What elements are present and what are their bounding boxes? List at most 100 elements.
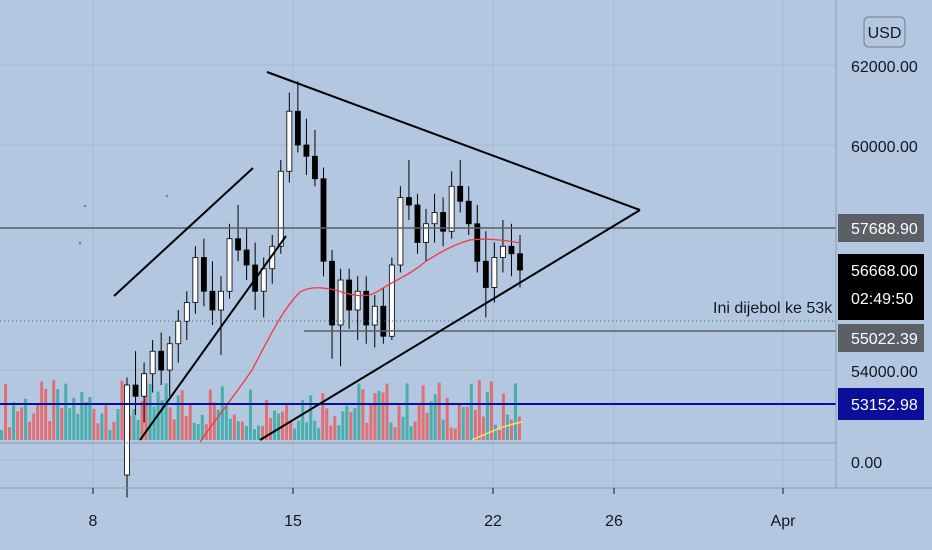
annotation-text: Ini dijebol ke 53k [713, 300, 833, 317]
candle-body [158, 350, 165, 371]
volume-bar [317, 427, 321, 440]
volume-bar [172, 419, 176, 440]
triangle-lower-line [259, 209, 641, 441]
candle-body [294, 110, 301, 146]
candle-body [200, 257, 207, 292]
volume-bar [337, 425, 341, 440]
volume-bar [385, 383, 389, 440]
x-tick-label: 26 [605, 513, 623, 530]
candle-body [431, 212, 438, 225]
candle-body [474, 223, 481, 262]
candle-body [312, 155, 318, 180]
marker-dot [165, 194, 169, 198]
volume-bar [244, 425, 248, 440]
candle-body [218, 290, 224, 311]
candle-body [243, 249, 250, 266]
candle-body [192, 257, 199, 303]
candle-body [440, 212, 447, 232]
y-tick-label: 0.00 [851, 455, 882, 472]
volume-bar [501, 393, 505, 440]
candle-body [183, 302, 190, 322]
volume-bar [248, 389, 252, 440]
price-axis[interactable]: USD 62000.00 60000.00 54000.00 0.00 5768… [838, 16, 924, 472]
channel-upper-line [113, 167, 254, 297]
candle-body [260, 268, 267, 292]
volume-bar [136, 419, 140, 440]
volume-bar [16, 411, 20, 440]
volume-bar [188, 404, 192, 440]
volume-bar [20, 407, 24, 440]
volume-bar [32, 413, 36, 440]
volume-bar [224, 406, 228, 440]
volume-bar [405, 383, 409, 440]
candle-body [363, 290, 370, 326]
volume-bar [200, 414, 204, 440]
volume-bar [401, 416, 405, 440]
volume-bar [269, 417, 273, 440]
volume-bar [485, 391, 489, 440]
volume-bar [377, 390, 381, 440]
time-axis[interactable]: 8 15 22 26 Apr [89, 488, 797, 530]
volume-bar [104, 405, 108, 440]
candle-body [354, 290, 361, 311]
candle-body [448, 185, 455, 232]
volume-bar [28, 421, 32, 440]
volume-bar [489, 381, 493, 440]
candle-body [303, 144, 310, 157]
volume-bar [265, 400, 269, 440]
volume-bar [353, 407, 357, 440]
volume-bar [92, 409, 96, 440]
volume-bar [345, 405, 349, 440]
volume-bar [152, 406, 156, 440]
volume-bar [196, 424, 200, 440]
candle-body [329, 260, 335, 326]
volume-bar [473, 409, 477, 440]
volume-bar [52, 380, 56, 440]
volume-bar [373, 393, 377, 440]
volume-bar [517, 416, 521, 440]
drawings[interactable] [113, 71, 641, 441]
volume-bar [0, 430, 4, 440]
volume-bar [333, 416, 337, 440]
y-tick-label: 60000.00 [851, 139, 918, 156]
candle-body [141, 373, 147, 397]
volume-bars [0, 380, 521, 440]
y-tick-label: 62000.00 [851, 59, 918, 76]
volume-bar [232, 414, 236, 440]
candle-body [226, 238, 233, 292]
volume-bar [429, 401, 433, 440]
candle-body [508, 245, 515, 255]
currency-button[interactable] [863, 16, 906, 48]
candle-body [423, 223, 429, 243]
volume-bar [220, 386, 224, 440]
volume-bar [441, 419, 445, 440]
volume-bar [208, 389, 212, 440]
target-price-tag [838, 324, 924, 352]
volume-bar [437, 382, 441, 440]
volume-bar [40, 381, 44, 440]
volume-bar [72, 397, 76, 440]
volume-bar [184, 415, 188, 440]
volume-bar [76, 413, 80, 440]
volume-bar [180, 390, 184, 440]
support-price-tag [838, 388, 924, 420]
volume-bar [445, 397, 449, 440]
volume-bar [36, 403, 40, 440]
volume-bar [329, 425, 333, 440]
last-price-text: 56668.00 [851, 263, 918, 280]
volume-bar [168, 407, 172, 440]
volume-bar [252, 429, 256, 440]
volume-bar [417, 405, 421, 440]
volume-bar [192, 422, 196, 440]
countdown-text: 02:49:50 [851, 291, 913, 308]
currency-label: USD [868, 25, 902, 42]
candle-body [149, 350, 156, 375]
marker-dot [83, 204, 87, 208]
candle-body [406, 197, 412, 206]
candle-body [209, 290, 216, 311]
y-tick-label: 54000.00 [851, 364, 918, 381]
x-tick-label: Apr [771, 513, 797, 530]
volume-bar [164, 383, 168, 440]
